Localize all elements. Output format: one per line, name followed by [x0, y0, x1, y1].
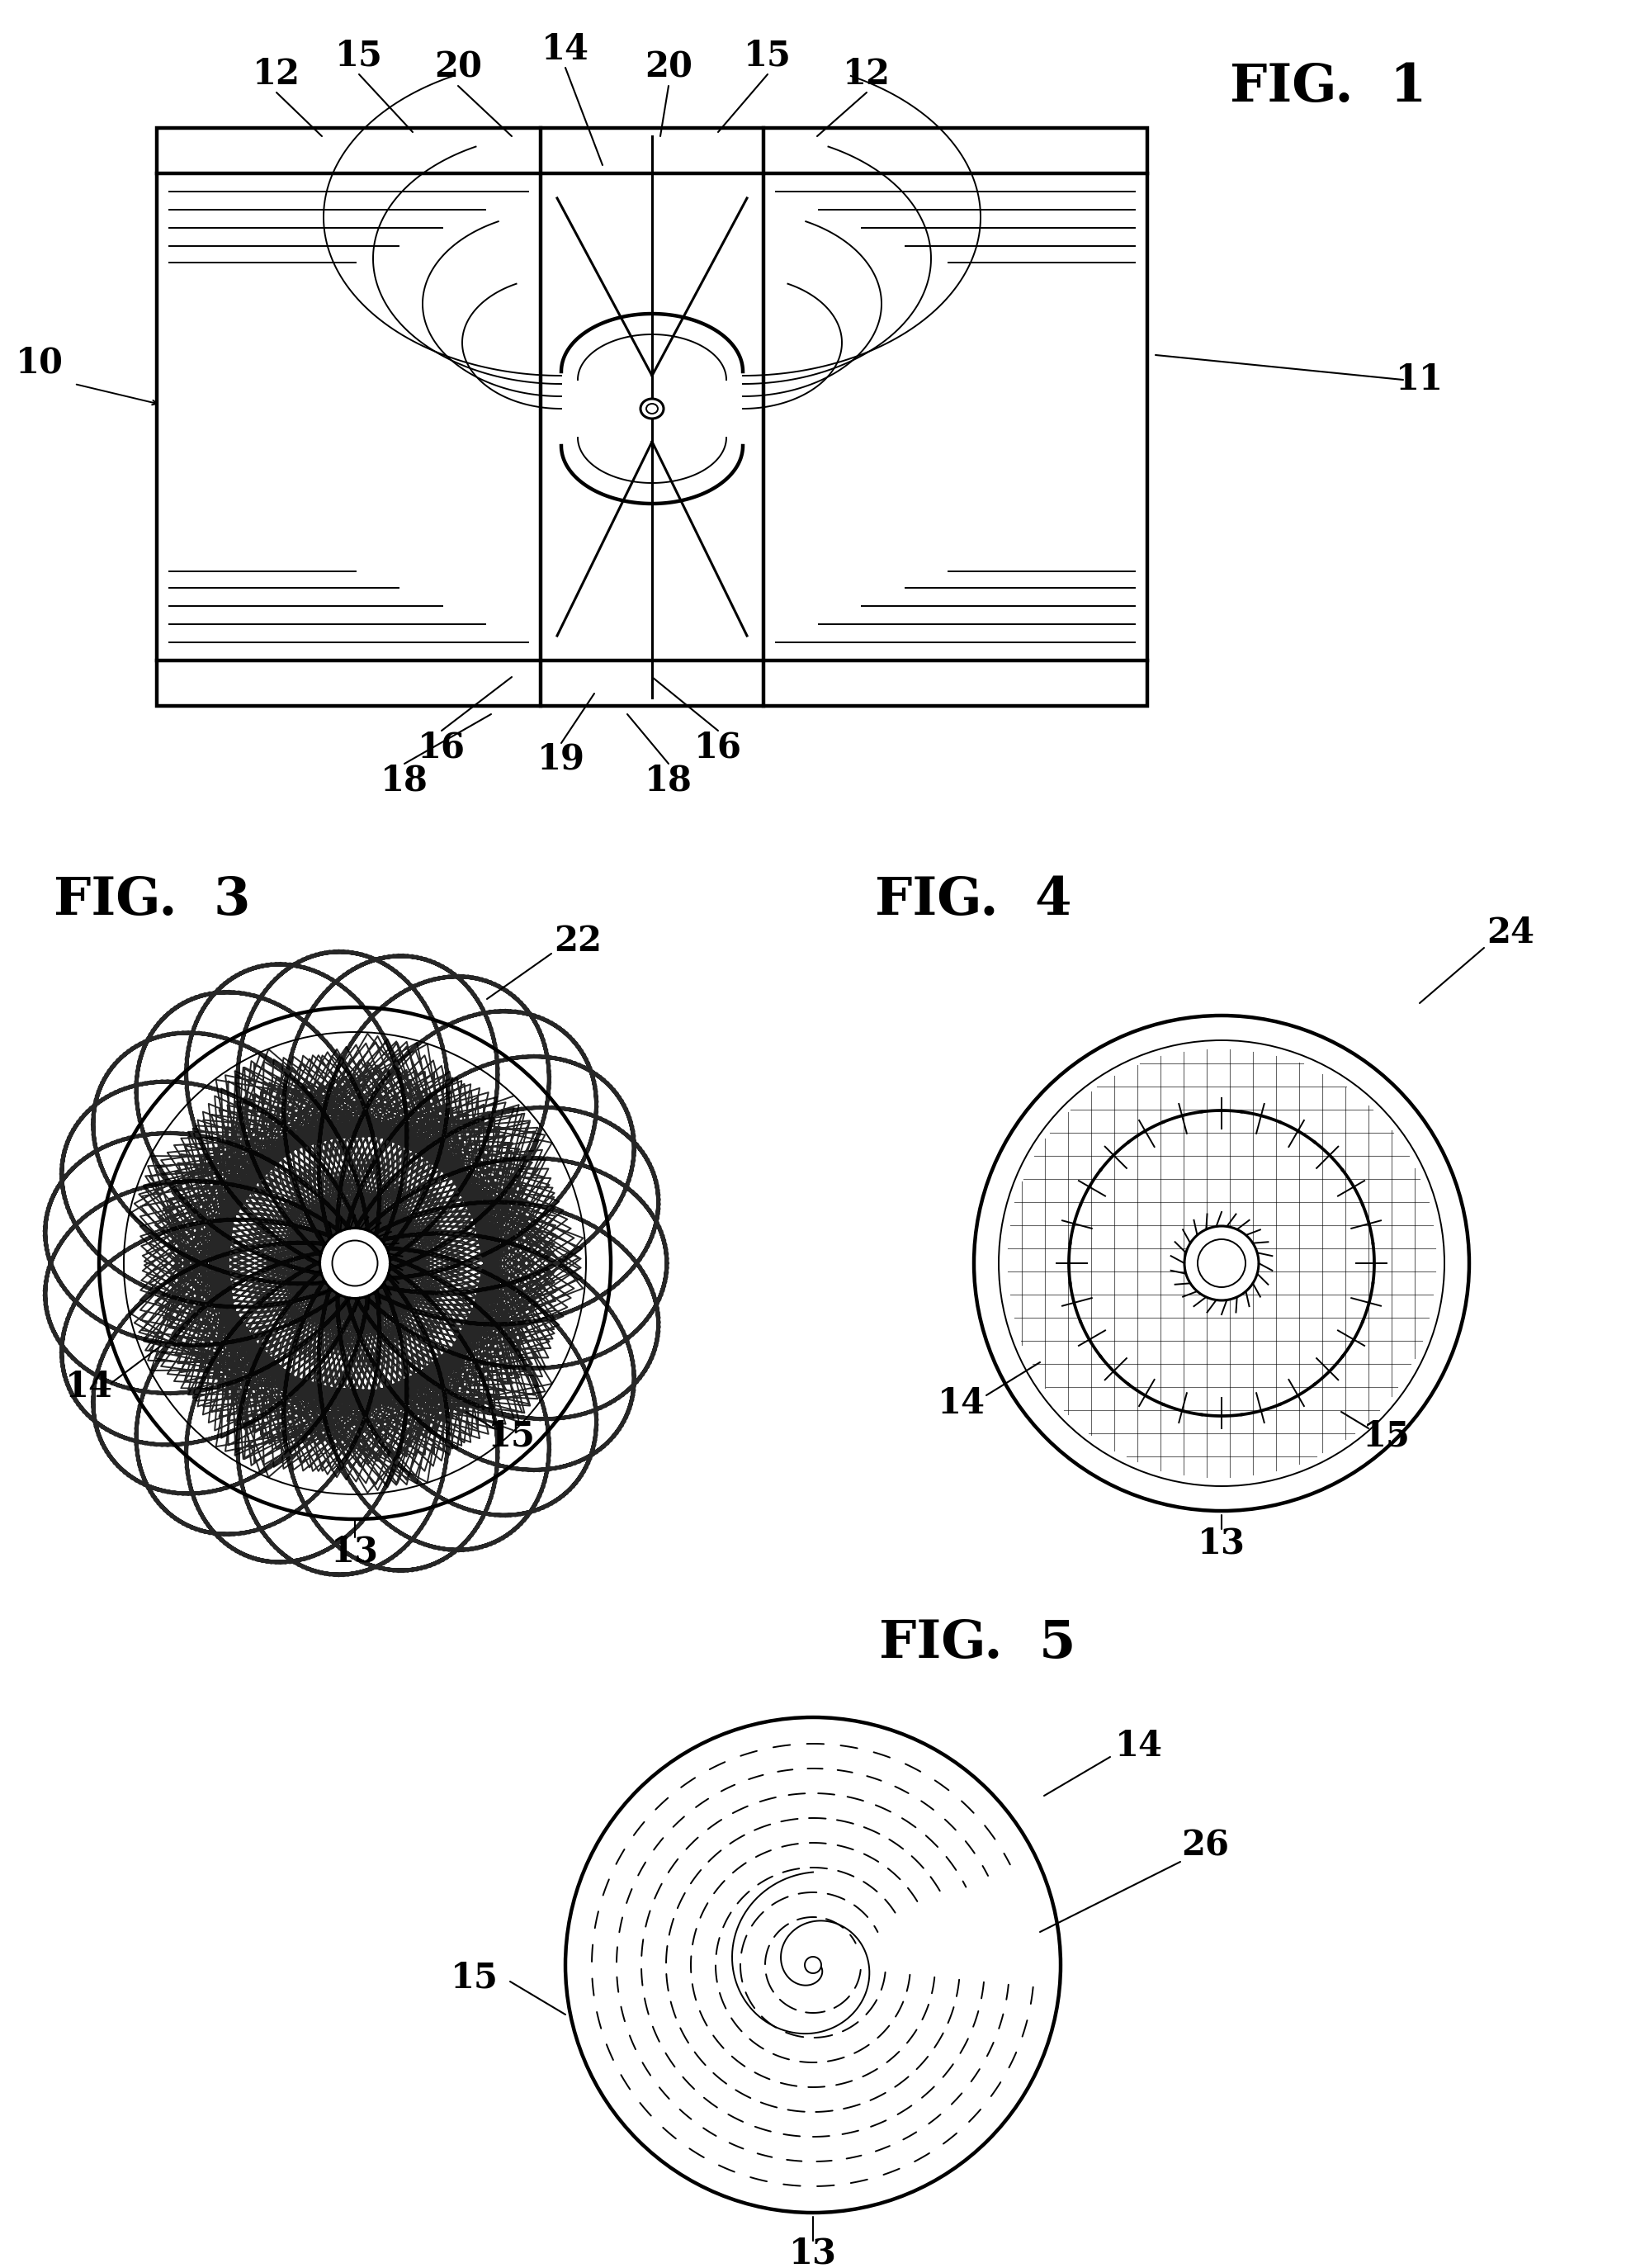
- Text: 13: 13: [789, 2236, 837, 2268]
- Text: FIG.  5: FIG. 5: [880, 1619, 1076, 1669]
- Text: 15: 15: [335, 39, 384, 73]
- Ellipse shape: [1198, 1238, 1246, 1288]
- Ellipse shape: [320, 1227, 390, 1297]
- Text: 18: 18: [380, 762, 428, 798]
- Text: 15: 15: [743, 39, 792, 73]
- Text: 15: 15: [1363, 1420, 1410, 1454]
- Text: 14: 14: [938, 1386, 985, 1422]
- Text: 14: 14: [541, 32, 589, 66]
- Text: 14: 14: [1115, 1728, 1163, 1765]
- Text: 12: 12: [842, 57, 891, 91]
- Text: 16: 16: [694, 730, 741, 764]
- Ellipse shape: [998, 1041, 1444, 1486]
- Ellipse shape: [641, 399, 663, 420]
- Ellipse shape: [805, 1957, 821, 1973]
- Text: 10: 10: [16, 347, 63, 381]
- Ellipse shape: [124, 1032, 585, 1495]
- Text: 16: 16: [418, 730, 465, 764]
- Text: 26: 26: [1180, 1828, 1229, 1862]
- Ellipse shape: [566, 1717, 1060, 2214]
- Text: 19: 19: [537, 742, 585, 778]
- Text: 12: 12: [252, 57, 301, 91]
- Text: FIG.  4: FIG. 4: [875, 875, 1072, 925]
- Text: FIG.  3: FIG. 3: [54, 875, 250, 925]
- Text: FIG.  1: FIG. 1: [1229, 61, 1426, 113]
- Text: 22: 22: [554, 923, 602, 959]
- Ellipse shape: [1184, 1227, 1259, 1300]
- Text: 18: 18: [644, 762, 693, 798]
- Text: 15: 15: [488, 1420, 535, 1454]
- Text: 20: 20: [644, 50, 693, 84]
- Ellipse shape: [646, 404, 659, 413]
- Text: 20: 20: [434, 50, 481, 84]
- Ellipse shape: [974, 1016, 1470, 1510]
- Ellipse shape: [99, 1007, 611, 1520]
- Ellipse shape: [332, 1241, 377, 1286]
- Text: 24: 24: [1486, 916, 1535, 950]
- Text: 13: 13: [1198, 1526, 1246, 1560]
- Bar: [156, 127, 1148, 705]
- Text: 14: 14: [65, 1370, 114, 1404]
- Text: 15: 15: [450, 1960, 499, 1996]
- Text: 13: 13: [332, 1535, 379, 1569]
- Text: 11: 11: [1395, 363, 1444, 397]
